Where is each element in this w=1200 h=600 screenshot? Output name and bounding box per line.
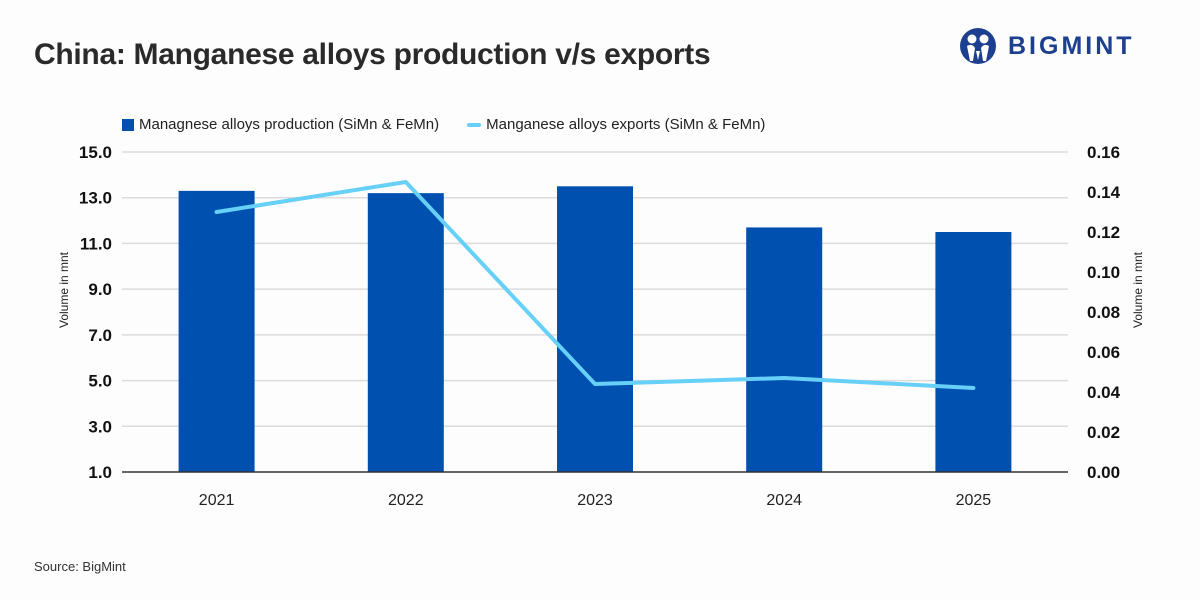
y-axis-title-left: Volume in mnt — [57, 251, 71, 328]
exports-line — [214, 180, 976, 390]
legend-label-exports: Manganese alloys exports (SiMn & FeMn) — [486, 116, 766, 133]
y-tick-right: 0.12 — [1087, 223, 1120, 242]
bigmint-logo-icon — [960, 28, 996, 64]
x-tick-2023: 2023 — [577, 492, 613, 509]
bar-2024 — [746, 227, 823, 472]
x-tick-2024: 2024 — [766, 492, 802, 509]
y-tick-right: 0.00 — [1087, 463, 1120, 482]
legend-item-exports: Manganese alloys exports (SiMn & FeMn) — [467, 116, 765, 133]
y-tick-left: 15.0 — [79, 143, 112, 162]
legend-item-production: Managnese alloys production (SiMn & FeMn… — [122, 116, 439, 133]
y-tick-left: 11.0 — [80, 234, 112, 253]
bigmint-logo: BIGMINT — [958, 26, 1135, 66]
y-tick-right: 0.14 — [1087, 183, 1121, 202]
x-tick-2021: 2021 — [199, 492, 235, 509]
y-tick-right: 0.16 — [1087, 143, 1120, 162]
legend-label-production: Managnese alloys production (SiMn & FeMn… — [139, 116, 440, 133]
y-tick-right: 0.02 — [1087, 423, 1120, 442]
bar-2022 — [367, 193, 444, 472]
chart-title: China: Manganese alloys production v/s e… — [34, 38, 711, 71]
bar-2025 — [935, 232, 1012, 472]
logo-text: BIGMINT — [1008, 31, 1135, 60]
y-tick-left: 3.0 — [88, 417, 112, 436]
chart-legend: Managnese alloys production (SiMn & FeMn… — [122, 116, 793, 133]
y-tick-right: 0.06 — [1087, 343, 1120, 362]
y-tick-left: 7.0 — [88, 326, 112, 345]
bar-2023 — [557, 186, 633, 473]
y-tick-right: 0.04 — [1087, 383, 1121, 402]
y-tick-left: 13.0 — [79, 189, 112, 208]
y-tick-left: 5.0 — [88, 372, 112, 391]
x-tick-2025: 2025 — [956, 492, 992, 509]
y-axis-title-right: Volume in mnt — [1131, 251, 1145, 328]
legend-swatch-line — [467, 122, 482, 127]
y-tick-right: 0.08 — [1087, 303, 1120, 322]
bar-2021 — [178, 190, 255, 472]
x-tick-2022: 2022 — [388, 492, 424, 509]
y-tick-left: 1.0 — [88, 463, 112, 482]
y-tick-left: 9.0 — [88, 280, 112, 299]
source-note: Source: BigMint — [34, 559, 126, 574]
y-tick-right: 0.10 — [1087, 263, 1120, 282]
legend-swatch-bar — [122, 118, 134, 131]
